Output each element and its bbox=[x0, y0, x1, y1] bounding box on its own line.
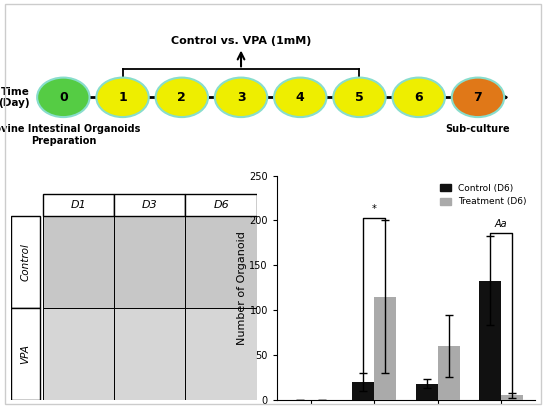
Text: Sub-culture: Sub-culture bbox=[446, 124, 511, 134]
Ellipse shape bbox=[333, 78, 385, 117]
Text: Control: Control bbox=[21, 243, 31, 281]
Text: Control vs. VPA (1mM): Control vs. VPA (1mM) bbox=[171, 36, 311, 46]
Text: 1: 1 bbox=[118, 91, 127, 104]
Ellipse shape bbox=[37, 78, 90, 117]
Text: D1: D1 bbox=[70, 200, 86, 210]
Text: Time
(Day): Time (Day) bbox=[0, 86, 29, 108]
Ellipse shape bbox=[96, 78, 149, 117]
Bar bbox=[501, 395, 524, 400]
Bar bbox=[43, 193, 114, 216]
Ellipse shape bbox=[156, 78, 208, 117]
Bar bbox=[186, 216, 257, 308]
Text: 7: 7 bbox=[473, 91, 482, 104]
Text: 5: 5 bbox=[355, 91, 364, 104]
Bar bbox=[186, 193, 257, 216]
Text: 4: 4 bbox=[296, 91, 305, 104]
Ellipse shape bbox=[215, 78, 267, 117]
Ellipse shape bbox=[452, 78, 504, 117]
Bar bbox=[43, 308, 114, 400]
Bar bbox=[479, 281, 501, 400]
Text: *: * bbox=[372, 204, 377, 214]
Legend: Control (D6), Treatment (D6): Control (D6), Treatment (D6) bbox=[437, 180, 531, 210]
Bar bbox=[11, 216, 40, 308]
Text: 6: 6 bbox=[414, 91, 423, 104]
Text: Bovine Intestinal Organoids
Preparation: Bovine Intestinal Organoids Preparation bbox=[0, 124, 140, 146]
Bar bbox=[352, 382, 375, 400]
Text: Aa: Aa bbox=[495, 220, 507, 229]
Ellipse shape bbox=[393, 78, 445, 117]
Text: D6: D6 bbox=[213, 200, 229, 210]
Bar bbox=[114, 193, 186, 216]
Text: 0: 0 bbox=[59, 91, 68, 104]
Bar bbox=[438, 346, 460, 400]
Ellipse shape bbox=[274, 78, 327, 117]
Bar bbox=[114, 308, 186, 400]
Y-axis label: Number of Organoid: Number of Organoid bbox=[236, 231, 246, 345]
Text: 2: 2 bbox=[177, 91, 186, 104]
Text: D3: D3 bbox=[142, 200, 158, 210]
Bar bbox=[375, 297, 396, 400]
Bar bbox=[114, 216, 186, 308]
Text: VPA: VPA bbox=[21, 344, 31, 364]
Bar bbox=[11, 308, 40, 400]
Bar bbox=[416, 384, 438, 400]
Bar bbox=[186, 308, 257, 400]
Text: 3: 3 bbox=[237, 91, 245, 104]
Bar bbox=[43, 216, 114, 308]
